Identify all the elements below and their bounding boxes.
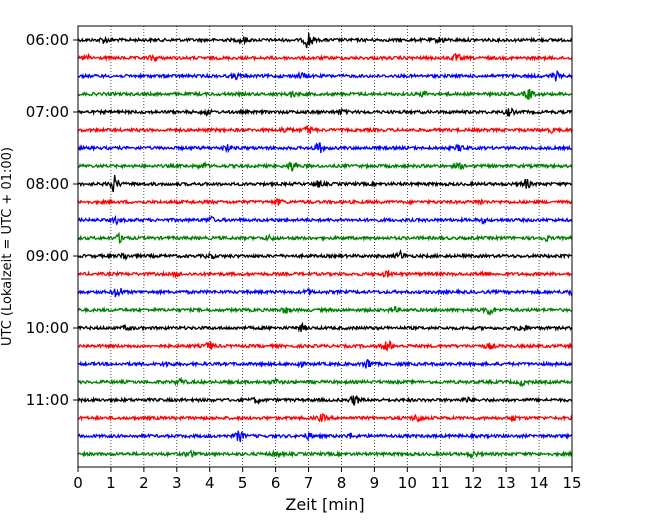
x-tick-label: 14: [530, 474, 549, 492]
trace-07:45: [77, 160, 573, 172]
y-tick-label: 11:00: [26, 391, 69, 409]
trace-10:00: [77, 321, 573, 333]
x-tick-label: 11: [431, 474, 450, 492]
trace-06:30: [77, 69, 573, 82]
x-tick-label: 9: [370, 474, 380, 492]
trace-11:15: [77, 412, 573, 423]
trace-08:00: [77, 175, 573, 193]
x-tick-label: 10: [398, 474, 417, 492]
trace-09:30: [77, 287, 573, 298]
x-tick-label: 13: [497, 474, 516, 492]
trace-08:45: [77, 231, 573, 244]
x-tick-label: 0: [73, 474, 83, 492]
x-axis-label: Zeit [min]: [285, 495, 364, 514]
plot-frame: [77, 25, 573, 468]
y-tick-label: 09:00: [26, 247, 69, 265]
x-tick-label: 6: [271, 474, 281, 492]
trace-layer: [77, 32, 573, 460]
y-tick-label: 08:00: [26, 175, 69, 193]
tick-layer: 0 1 2 3 4 5 6 7 8 9 10 11 12 13 14 1506:0007:0008:0009:…: [26, 31, 582, 492]
x-tick-label: 7: [304, 474, 314, 492]
trace-07:00: [77, 107, 573, 117]
trace-06:00: [77, 32, 573, 49]
y-tick-label: 06:00: [26, 31, 69, 49]
trace-09:00: [77, 248, 573, 261]
trace-07:15: [77, 125, 573, 135]
trace-06:15: [77, 52, 573, 63]
trace-10:45: [77, 376, 573, 388]
x-tick-label: 12: [464, 474, 483, 492]
trace-08:15: [77, 197, 573, 207]
y-tick-label: 10:00: [26, 319, 69, 337]
y-axis-label: UTC (Lokalzeit = UTC + 01:00): [0, 147, 15, 346]
x-tick-label: 3: [172, 474, 182, 492]
x-tick-label: 2: [139, 474, 149, 492]
x-tick-label: 5: [238, 474, 248, 492]
trace-10:15: [77, 339, 573, 352]
trace-11:30: [77, 430, 573, 443]
trace-10:30: [77, 359, 573, 369]
trace-11:00: [77, 394, 573, 406]
trace-06:45: [77, 89, 573, 100]
trace-09:45: [77, 306, 573, 316]
x-tick-label: 1: [106, 474, 116, 492]
x-tick-label: 4: [205, 474, 215, 492]
trace-11:45: [77, 449, 573, 460]
x-tick-label: 15: [562, 474, 581, 492]
trace-08:30: [77, 214, 573, 226]
trace-09:15: [77, 269, 573, 279]
y-tick-label: 07:00: [26, 103, 69, 121]
trace-07:30: [77, 142, 573, 154]
x-tick-label: 8: [337, 474, 347, 492]
